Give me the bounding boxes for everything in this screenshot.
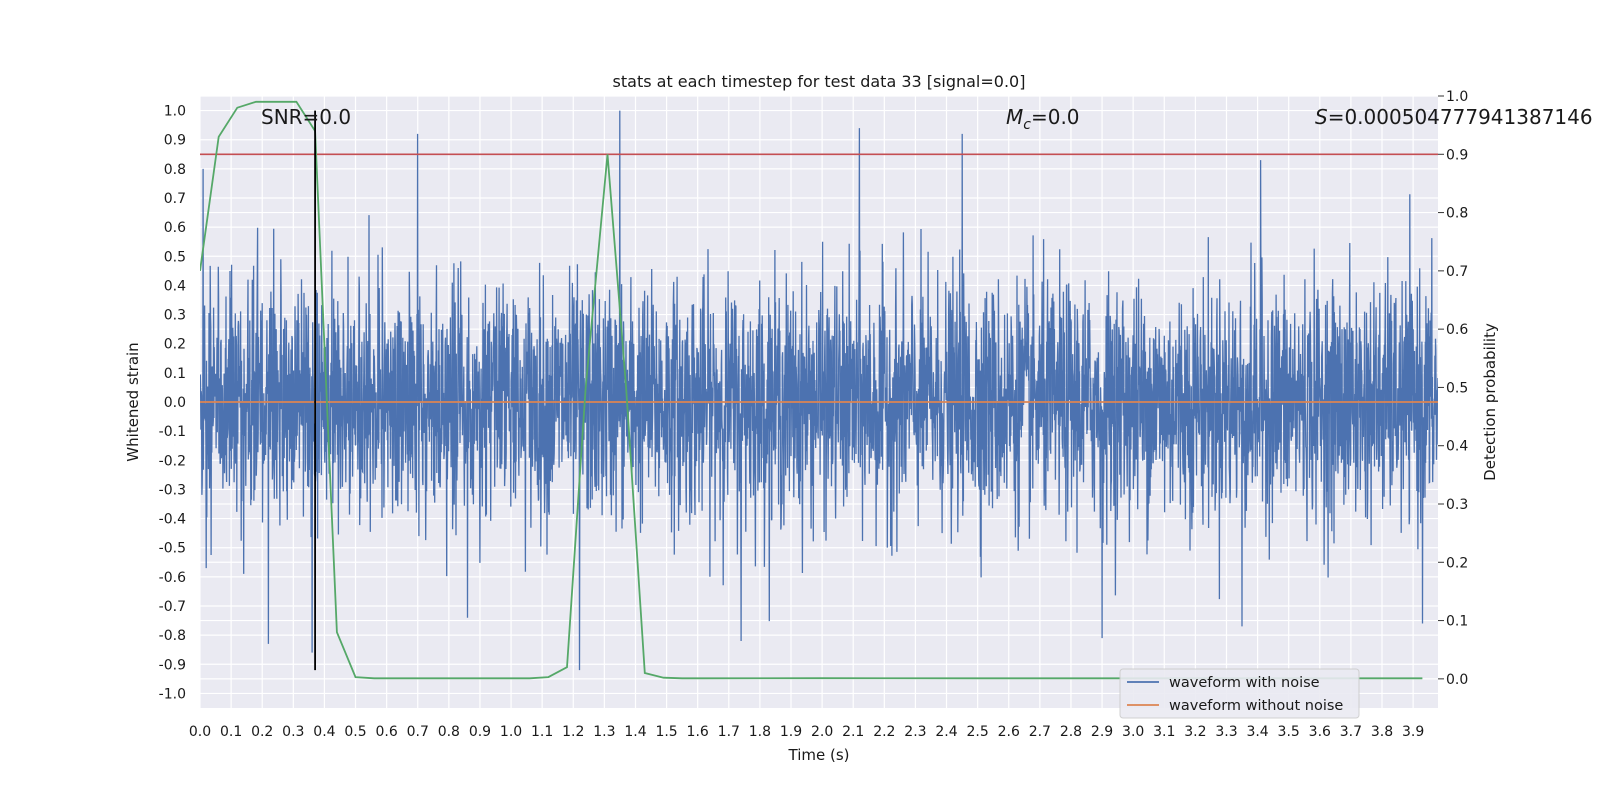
x-tick-label: 3.1 xyxy=(1153,724,1175,740)
x-tick-label: 1.4 xyxy=(624,724,646,740)
x-tick-label: 3.9 xyxy=(1402,724,1424,740)
x-tick-label: 3.4 xyxy=(1246,724,1268,740)
y-tick-label: 0.0 xyxy=(164,395,186,411)
x-tick-label: 1.0 xyxy=(500,724,522,740)
x-tick-label: 2.6 xyxy=(998,724,1020,740)
y-tick-label: -0.7 xyxy=(159,599,186,615)
x-tick-label: 2.8 xyxy=(1060,724,1082,740)
x-tick-label: 0.2 xyxy=(251,724,273,740)
chart-title: stats at each timestep for test data 33 … xyxy=(613,72,1026,91)
x-tick-label: 2.9 xyxy=(1091,724,1113,740)
mc-annotation: Mc=0.0 xyxy=(1006,105,1080,133)
x-axis-label: Time (s) xyxy=(788,746,850,764)
x-tick-label: 2.3 xyxy=(904,724,926,740)
mc-symbol: M xyxy=(1006,105,1023,129)
y-tick-label: -1.0 xyxy=(159,686,186,702)
x-tick-label: 2.1 xyxy=(842,724,864,740)
series-detection-probability xyxy=(200,100,1423,680)
y-tick-label: 0.6 xyxy=(164,220,186,236)
y-tick-label: -0.9 xyxy=(159,657,186,673)
x-tick-label: 2.4 xyxy=(935,724,957,740)
series-layer xyxy=(200,100,1438,680)
y2-axis-label: Detection probability xyxy=(1481,323,1499,481)
x-tick-label: 3.2 xyxy=(1184,724,1206,740)
s-symbol: S xyxy=(1315,105,1328,129)
y-tick-label: 1.0 xyxy=(164,104,186,120)
y2-tick-label: 0.4 xyxy=(1446,439,1468,455)
x-tick-label: 0.3 xyxy=(282,724,304,740)
y-tick-label: 0.5 xyxy=(164,249,186,265)
x-tick-label: 1.5 xyxy=(655,724,677,740)
x-tick-label: 0.8 xyxy=(438,724,460,740)
x-tick-label: 2.0 xyxy=(811,724,833,740)
x-tick-label: 1.2 xyxy=(562,724,584,740)
y-tick-label: -0.6 xyxy=(159,570,186,586)
x-tick-label: 1.9 xyxy=(780,724,802,740)
y-tick-label: -0.3 xyxy=(159,482,186,498)
y-tick-label: 0.7 xyxy=(164,191,186,207)
y-tick-label: -0.1 xyxy=(159,424,186,440)
y-tick-label: -0.2 xyxy=(159,453,186,469)
y2-tick-label: 0.7 xyxy=(1446,264,1468,280)
x-tick-label: 1.6 xyxy=(687,724,709,740)
y-axis-label: Whitened strain xyxy=(124,342,142,461)
y-tick-label: 0.2 xyxy=(164,337,186,353)
x-tick-label: 3.3 xyxy=(1215,724,1237,740)
legend: waveform with noise waveform without noi… xyxy=(1119,668,1360,719)
legend-label-noise: waveform with noise xyxy=(1169,675,1320,691)
x-tick-label: 1.7 xyxy=(718,724,740,740)
y-tick-label: 0.4 xyxy=(164,278,186,294)
x-tick-label: 3.5 xyxy=(1278,724,1300,740)
mc-subscript: c xyxy=(1023,117,1031,133)
y-tick-label: 0.1 xyxy=(164,366,186,382)
mc-value: =0.0 xyxy=(1031,105,1080,129)
x-tick-label: 2.7 xyxy=(1029,724,1051,740)
x-tick-label: 3.6 xyxy=(1309,724,1331,740)
s-value: =0.000504777941387146 xyxy=(1328,105,1593,129)
y-tick-label: 0.3 xyxy=(164,308,186,324)
x-tick-label: 1.8 xyxy=(749,724,771,740)
ticks: 0.0 0.1 0.2 0.3 0.4 0.5 0.6 0.7 0.8 0.9 1.0 1.1 1.2 1… xyxy=(159,89,1469,740)
y2-tick-label: 0.2 xyxy=(1446,555,1468,571)
y2-tick-label: 0.6 xyxy=(1446,322,1468,338)
y-tick-label: 0.9 xyxy=(164,133,186,149)
y2-tick-label: 0.9 xyxy=(1446,147,1468,163)
y-tick-label: -0.4 xyxy=(159,512,186,528)
x-tick-label: 0.7 xyxy=(407,724,429,740)
x-tick-label: 3.8 xyxy=(1371,724,1393,740)
x-tick-label: 1.1 xyxy=(531,724,553,740)
y2-tick-label: 0.8 xyxy=(1446,206,1468,222)
x-tick-label: 0.0 xyxy=(189,724,211,740)
x-tick-label: 0.5 xyxy=(344,724,366,740)
snr-annotation: SNR=0.0 xyxy=(261,105,351,129)
legend-label-clean: waveform without noise xyxy=(1169,698,1343,714)
x-tick-label: 3.0 xyxy=(1122,724,1144,740)
x-tick-label: 2.5 xyxy=(967,724,989,740)
x-tick-label: 1.3 xyxy=(593,724,615,740)
x-tick-label: 0.4 xyxy=(313,724,335,740)
y2-tick-label: 0.0 xyxy=(1446,672,1468,688)
x-tick-label: 2.2 xyxy=(873,724,895,740)
x-tick-label: 0.9 xyxy=(469,724,491,740)
legend-box xyxy=(1119,668,1360,719)
y2-tick-label: 0.1 xyxy=(1446,614,1468,630)
series-waveform-with-noise xyxy=(200,110,1438,671)
y2-tick-label: 0.3 xyxy=(1446,497,1468,513)
y-tick-label: -0.8 xyxy=(159,628,186,644)
y2-tick-label: 0.5 xyxy=(1446,380,1468,396)
x-tick-label: 3.7 xyxy=(1340,724,1362,740)
x-tick-label: 0.1 xyxy=(220,724,242,740)
s-annotation: S=0.000504777941387146 xyxy=(1315,105,1593,129)
x-tick-label: 0.6 xyxy=(376,724,398,740)
y-tick-label: 0.8 xyxy=(164,162,186,178)
y-tick-label: -0.5 xyxy=(159,541,186,557)
y2-tick-label: 1.0 xyxy=(1446,89,1468,105)
